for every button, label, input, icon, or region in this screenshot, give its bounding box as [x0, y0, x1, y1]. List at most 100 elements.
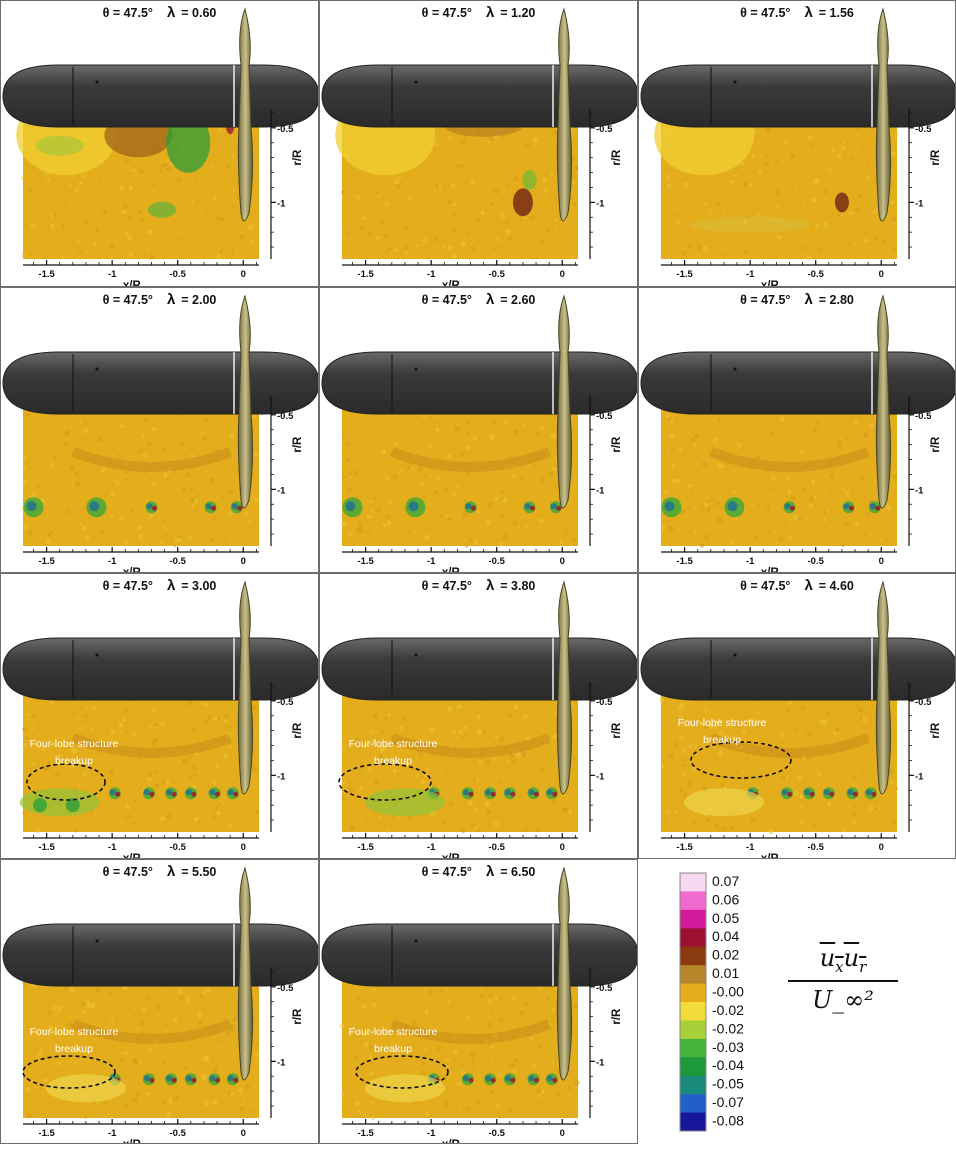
y-axis-label: r/R [930, 722, 942, 739]
lambda-value: = 3.80 [500, 579, 536, 593]
x-tick-label: 0 [241, 1128, 246, 1139]
x-tick-label: -0.5 [170, 556, 187, 567]
colorbar-tick-label: 0.05 [712, 910, 739, 926]
y-tick-label: -1 [915, 771, 924, 782]
annotation-line-2: breakup [703, 734, 741, 746]
tip-vortex-mark [864, 787, 877, 800]
x-tick-label: 0 [879, 842, 884, 853]
panel-lambda-5: -1.5 -1 -0.5 0 x/R -0.5 -1 r/R θ = 47.5° λ = 2.60 [319, 287, 638, 573]
nacelle [640, 351, 955, 415]
breakup-region-ellipse [26, 763, 106, 801]
x-tick-label: -1.5 [357, 269, 374, 280]
y-axis-label: r/R [930, 149, 942, 166]
panel-title: θ = 47.5° λ = 5.50 [1, 863, 318, 880]
breakup-annotation: Four-lobe structure breakup [19, 1026, 129, 1055]
colorbar-swatch [680, 1020, 706, 1040]
tip-vortex-mark [545, 787, 558, 800]
panel-lambda-3: -1.5 -1 -0.5 0 x/R -0.5 -1 r/R θ = 47.5° λ = 1.56 [638, 0, 956, 287]
propeller-blade [556, 866, 573, 1081]
y-tick-label: -0.5 [277, 983, 294, 994]
propeller-blade [875, 580, 892, 795]
theta-label: θ = 47.5° [102, 6, 153, 20]
y-tick-label: -0.5 [915, 124, 932, 135]
colorbar-swatch [680, 1038, 706, 1058]
x-tick-label: -1 [746, 269, 755, 280]
propeller-blade [556, 294, 573, 509]
tip-vortex-mark [184, 787, 197, 800]
y-tick-label: -1 [596, 485, 605, 496]
x-tick-label: -1.5 [38, 269, 55, 280]
tip-vortex-mark [803, 787, 816, 800]
y-axis-label: r/R [292, 436, 304, 453]
tip-vortex-mark [165, 1073, 178, 1086]
colorbar-tick-label: -0.05 [712, 1076, 744, 1092]
tip-vortex-mark [503, 787, 516, 800]
colorbar-swatch [680, 928, 706, 948]
panel-lambda-4: -1.5 -1 -0.5 0 x/R -0.5 -1 r/R θ = 47.5° λ = 2.00 [0, 287, 319, 573]
lambda-symbol: λ [485, 863, 495, 880]
colorbar-panel: 0.07 0.06 0.05 0.04 0.02 0.01 -0.00 -0.02 -0.02 -… [638, 859, 956, 1144]
x-tick-label: 0 [241, 556, 246, 567]
y-tick-label: -0.5 [596, 983, 613, 994]
x-tick-label: -0.5 [170, 1128, 187, 1139]
theta-label: θ = 47.5° [102, 865, 153, 879]
lambda-symbol: λ [804, 291, 813, 308]
panel-plot: -1.5 -1 -0.5 0 x/R -0.5 -1 r/R [2, 294, 318, 572]
panel-title: θ = 47.5° λ = 2.80 [639, 291, 955, 308]
tip-vortex-mark [165, 787, 178, 800]
x-tick-label: 0 [879, 269, 884, 280]
lambda-symbol: λ [166, 577, 176, 594]
theta-label: θ = 47.5° [421, 6, 472, 20]
colorbar-tick-label: 0.04 [712, 928, 739, 944]
colorbar-tick-label: 0.07 [712, 873, 739, 889]
theta-label: θ = 47.5° [102, 579, 153, 593]
colorbar-tick-label: -0.02 [712, 1002, 744, 1018]
x-axis-label: x/R [123, 280, 142, 287]
propeller-blade [556, 580, 573, 795]
colorbar-swatch [680, 983, 706, 1003]
lambda-symbol: λ [166, 863, 176, 880]
colorbar-swatch [680, 1075, 706, 1095]
lambda-value: = 1.20 [500, 6, 536, 20]
colorbar-quantity-formula: uxur U_∞² [788, 944, 898, 1014]
panel-lambda-8: -1.5 -1 -0.5 0 x/R -0.5 -1 r/R θ = 47.5° λ = 3.80 F… [319, 573, 638, 859]
y-tick-label: -1 [277, 485, 286, 496]
tip-vortex-mark [503, 1073, 516, 1086]
annotation-line-1: Four-lobe structure [29, 738, 119, 750]
panel-title: θ = 47.5° λ = 3.80 [320, 577, 637, 594]
y-tick-label: -0.5 [596, 124, 613, 135]
x-tick-label: -1.5 [676, 842, 693, 853]
tip-vortex-mark [868, 501, 881, 514]
theta-label: θ = 47.5° [421, 865, 472, 879]
panel-plot: -1.5 -1 -0.5 0 x/R -0.5 -1 r/R [321, 580, 637, 858]
lambda-symbol: λ [485, 4, 495, 21]
lambda-value: = 2.60 [500, 293, 536, 307]
tip-vortex-mark [822, 787, 835, 800]
y-tick-label: -0.5 [915, 697, 932, 708]
y-axis-label: r/R [292, 149, 304, 166]
x-tick-label: -0.5 [170, 842, 187, 853]
x-tick-label: -1 [108, 269, 117, 280]
y-tick-label: -0.5 [277, 411, 294, 422]
propeller-blade [237, 294, 254, 509]
colorbar-swatch [680, 1112, 706, 1132]
theta-label: θ = 47.5° [102, 293, 153, 307]
tip-vortex-mark [783, 501, 796, 514]
breakup-region-ellipse [338, 763, 432, 801]
lambda-symbol: λ [804, 577, 813, 594]
propeller-blade [556, 7, 573, 222]
y-tick-label: -0.5 [277, 124, 294, 135]
y-tick-label: -1 [915, 198, 924, 209]
panel-title: θ = 47.5° λ = 2.60 [320, 291, 637, 308]
y-tick-label: -0.5 [596, 411, 613, 422]
colorbar-swatch [680, 891, 706, 911]
panel-plot: -1.5 -1 -0.5 0 x/R -0.5 -1 r/R [2, 580, 318, 858]
breakup-annotation: Four-lobe structure breakup [19, 738, 129, 767]
y-tick-label: -0.5 [915, 411, 932, 422]
x-tick-label: -1 [427, 556, 436, 567]
tip-vortex-mark [226, 787, 239, 800]
x-tick-label: -1.5 [357, 1128, 374, 1139]
x-axis-label: x/R [123, 1139, 142, 1144]
x-axis-label: x/R [442, 280, 461, 287]
x-tick-label: -1.5 [38, 556, 55, 567]
